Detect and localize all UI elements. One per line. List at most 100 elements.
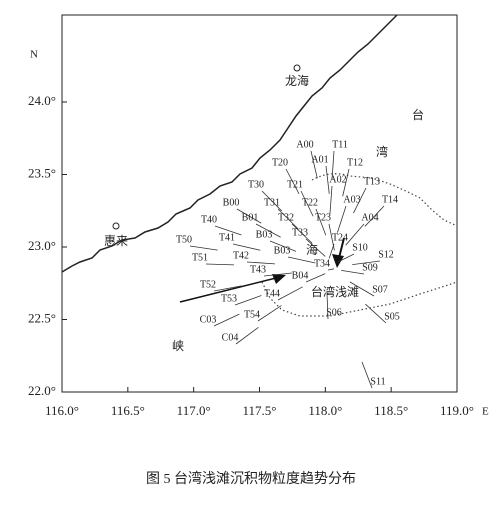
vector bbox=[214, 225, 242, 236]
place-label: 惠来 bbox=[104, 234, 128, 248]
station-label: A02 bbox=[329, 174, 346, 185]
station-label: A01 bbox=[311, 154, 328, 165]
vector bbox=[353, 187, 367, 214]
place-label: 峡 bbox=[172, 339, 184, 353]
x-tick-label: 118.5° bbox=[374, 403, 408, 418]
station-label: T50 bbox=[176, 234, 192, 245]
vector bbox=[337, 253, 355, 263]
place-label: 台湾浅滩 bbox=[311, 284, 359, 299]
y-tick-label: 23.5° bbox=[28, 165, 56, 180]
vector bbox=[326, 291, 329, 320]
station-label: B00 bbox=[223, 197, 240, 208]
vector bbox=[277, 286, 303, 301]
station-label: B03 bbox=[256, 229, 273, 240]
town-marker bbox=[112, 222, 120, 230]
vector bbox=[365, 303, 387, 324]
vector bbox=[349, 281, 375, 297]
vector bbox=[269, 240, 297, 252]
place-label: 台 bbox=[412, 107, 424, 122]
station-label: A04 bbox=[361, 212, 378, 223]
vector bbox=[189, 245, 218, 251]
town-marker bbox=[293, 64, 301, 72]
x-tick-label: 116.0° bbox=[45, 403, 79, 418]
vector bbox=[213, 313, 240, 327]
vector bbox=[205, 263, 234, 266]
coastline bbox=[61, 14, 398, 273]
vector bbox=[257, 305, 282, 322]
vector bbox=[325, 165, 330, 194]
vector bbox=[261, 190, 282, 212]
y-tick-label: 22.0° bbox=[28, 383, 56, 398]
vector bbox=[310, 150, 318, 179]
vector bbox=[331, 150, 335, 179]
vector bbox=[263, 272, 292, 277]
caption: 图 5 台湾浅滩沉积物粒度趋势分布 bbox=[146, 470, 356, 487]
vector bbox=[305, 273, 326, 283]
station-label: A03 bbox=[343, 194, 360, 205]
station-label: T43 bbox=[250, 264, 266, 275]
station-label: S12 bbox=[378, 249, 394, 260]
x-tick-label: 119.0° bbox=[440, 403, 474, 418]
station-label: S11 bbox=[370, 376, 385, 387]
trend-arrow bbox=[179, 275, 285, 303]
vector bbox=[364, 205, 385, 227]
vector bbox=[345, 223, 365, 246]
east-label: E bbox=[482, 406, 489, 418]
station-label: T53 bbox=[221, 293, 237, 304]
station-label: S07 bbox=[372, 284, 388, 295]
station-label: S06 bbox=[326, 307, 342, 318]
station-label: T34 bbox=[314, 258, 330, 269]
station-label: T52 bbox=[200, 279, 216, 290]
station-label: T22 bbox=[302, 197, 318, 208]
vector bbox=[246, 261, 275, 265]
station-label: C04 bbox=[222, 332, 239, 343]
station-label: T14 bbox=[382, 194, 398, 205]
vector bbox=[236, 208, 262, 224]
station-label: T31 bbox=[264, 197, 280, 208]
station-label: A00 bbox=[296, 139, 313, 150]
vector bbox=[352, 260, 381, 265]
vector bbox=[291, 223, 313, 244]
vector bbox=[213, 285, 242, 292]
vector bbox=[337, 205, 347, 233]
north-label: N bbox=[30, 49, 38, 61]
station-label: T11 bbox=[332, 139, 348, 150]
x-tick-label: 117.5° bbox=[243, 403, 277, 418]
station-label: C03 bbox=[200, 314, 217, 325]
station-label: S09 bbox=[362, 262, 378, 273]
vector bbox=[285, 168, 300, 194]
station-label: T51 bbox=[192, 252, 208, 263]
station-label: T13 bbox=[364, 176, 380, 187]
station-label: T42 bbox=[233, 250, 249, 261]
station-label: B01 bbox=[242, 212, 259, 223]
station-label: T32 bbox=[278, 212, 294, 223]
vector bbox=[255, 223, 281, 238]
x-tick-label: 117.0° bbox=[177, 403, 211, 418]
vector bbox=[300, 190, 314, 217]
station-label: T20 bbox=[272, 157, 288, 168]
vector bbox=[328, 243, 335, 259]
station-label: B03 bbox=[274, 245, 291, 256]
vector bbox=[342, 168, 350, 197]
vector bbox=[361, 361, 373, 389]
place-label: 海 bbox=[306, 242, 318, 257]
station-label: T30 bbox=[248, 179, 264, 190]
station-label: T33 bbox=[292, 227, 308, 238]
station-label: S05 bbox=[384, 311, 400, 322]
vector bbox=[232, 243, 261, 251]
station-label: T23 bbox=[315, 212, 331, 223]
station-label: T44 bbox=[264, 288, 280, 299]
station-label: T21 bbox=[287, 179, 303, 190]
y-tick-label: 22.5° bbox=[28, 310, 56, 325]
station-label: T40 bbox=[201, 214, 217, 225]
vector bbox=[277, 208, 299, 229]
y-tick-label: 24.0° bbox=[28, 93, 56, 108]
station-label: T41 bbox=[219, 232, 235, 243]
vector bbox=[234, 295, 262, 306]
vector bbox=[315, 208, 327, 236]
arrow-head bbox=[272, 274, 286, 284]
station-label: B04 bbox=[292, 270, 309, 281]
x-tick-label: 118.0° bbox=[308, 403, 342, 418]
station-label: S10 bbox=[352, 242, 368, 253]
